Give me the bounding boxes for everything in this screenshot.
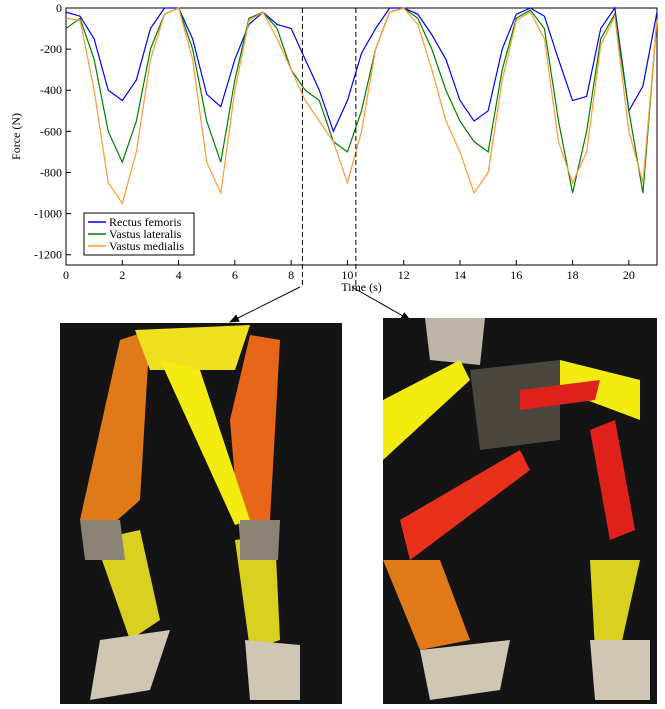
x-tick-label: 16: [510, 268, 522, 282]
y-tick-label: -600: [40, 124, 62, 138]
x-tick-label: 20: [623, 268, 635, 282]
x-tick-label: 18: [567, 268, 579, 282]
x-tick-label: 14: [454, 268, 466, 282]
y-tick-label: -1200: [34, 248, 62, 262]
y-tick-label: -200: [40, 42, 62, 56]
legend-label: Vastus medialis: [109, 239, 184, 253]
y-tick-label: -400: [40, 83, 62, 97]
y-axis-label: Force (N): [9, 113, 23, 160]
x-tick-label: 0: [63, 268, 69, 282]
legend-label: Vastus lateralis: [109, 227, 182, 241]
arrow: [229, 286, 301, 323]
x-axis-label: Time (s): [341, 280, 382, 294]
render-left: [60, 323, 342, 704]
series-line: [65, 6, 658, 133]
y-tick-label: -800: [40, 165, 62, 179]
plot-frame: [65, 7, 658, 266]
series-line: [65, 7, 658, 194]
x-tick-label: 2: [119, 268, 125, 282]
legend-label: Rectus femoris: [109, 215, 182, 229]
x-tick-label: 12: [398, 268, 410, 282]
x-tick-label: 10: [341, 268, 353, 282]
y-tick-label: -1000: [34, 207, 62, 221]
render-right: [383, 318, 657, 704]
y-tick-label: 0: [56, 1, 62, 15]
series-line: [65, 7, 658, 205]
x-tick-label: 8: [288, 268, 294, 282]
arrow: [351, 286, 411, 321]
x-tick-label: 6: [232, 268, 238, 282]
x-tick-label: 4: [176, 268, 182, 282]
